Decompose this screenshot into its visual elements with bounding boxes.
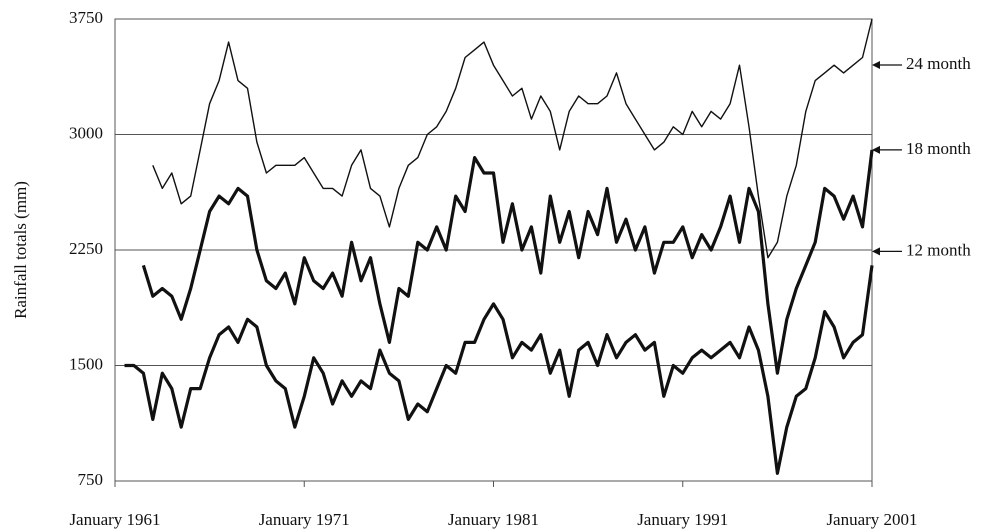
x-tick-label: January 1991 (637, 510, 728, 529)
y-axis-label: Rainfall totals (mm) (11, 181, 30, 319)
series-line (141, 149, 874, 375)
y-tick-label: 2250 (69, 239, 103, 258)
y-tick-label: 1500 (69, 354, 103, 373)
x-tick-label: January 1971 (259, 510, 350, 529)
label-arrowhead (872, 61, 880, 69)
y-tick-label: 3000 (69, 123, 103, 142)
series-line (152, 18, 873, 259)
y-tick-label: 750 (78, 470, 104, 489)
label-arrowhead (872, 145, 880, 154)
x-tick-label: January 1961 (69, 510, 160, 529)
series-label: 24 month (906, 54, 971, 73)
x-tick-label: January 1981 (448, 510, 539, 529)
x-tick-label: January 2001 (826, 510, 917, 529)
y-tick-label: 3750 (69, 8, 103, 27)
series-label: 12 month (906, 240, 971, 259)
series-line (124, 265, 874, 475)
label-arrowhead (872, 247, 880, 256)
series-label: 18 month (906, 139, 971, 158)
